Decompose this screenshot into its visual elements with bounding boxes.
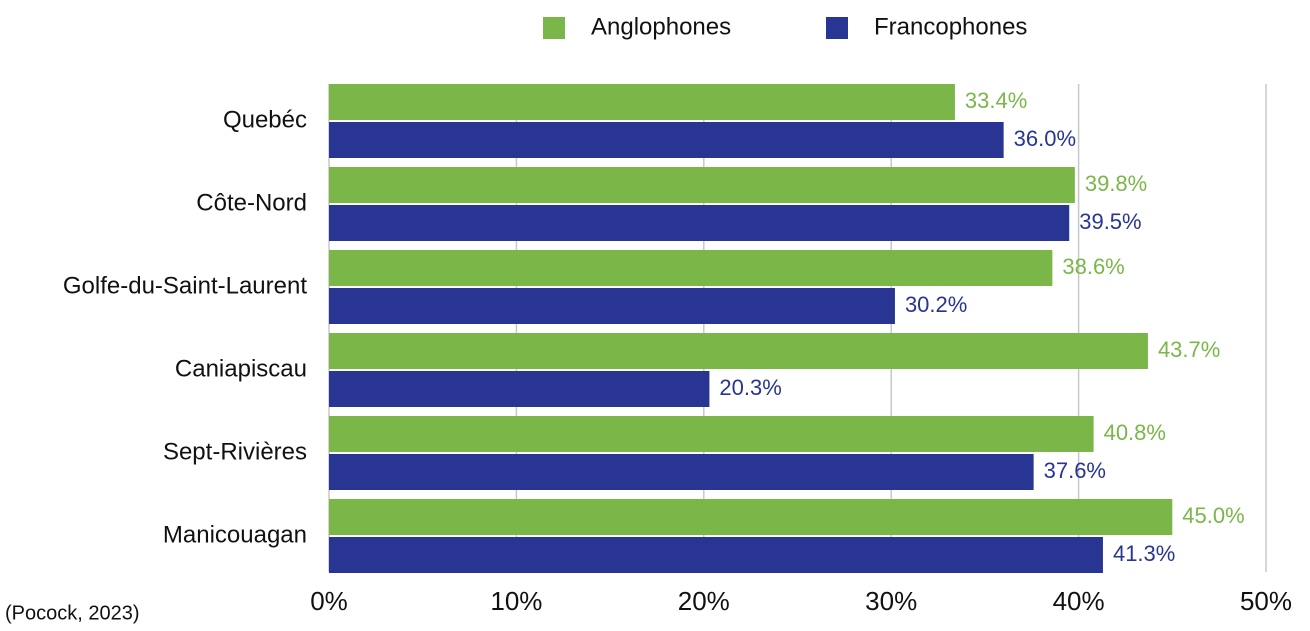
bar xyxy=(329,205,1070,241)
category-label: Manicouagan xyxy=(163,521,307,548)
x-tick-label: 30% xyxy=(865,586,917,616)
bar xyxy=(329,333,1148,369)
legend-label: Anglophones xyxy=(591,13,731,40)
value-label: 43.7% xyxy=(1158,337,1220,362)
x-tick-label: 50% xyxy=(1240,586,1292,616)
value-label: 39.5% xyxy=(1079,209,1141,234)
category-label: Caniapiscau xyxy=(175,355,307,382)
bar xyxy=(329,250,1053,286)
category-label: Quebéc xyxy=(223,106,307,133)
x-tick-label: 40% xyxy=(1053,586,1105,616)
legend-swatch xyxy=(826,17,848,39)
value-label: 39.8% xyxy=(1085,171,1147,196)
bar xyxy=(329,537,1103,573)
bar xyxy=(329,371,710,407)
x-tick-label: 20% xyxy=(678,586,730,616)
legend-swatch xyxy=(543,17,565,39)
bar xyxy=(329,499,1173,535)
bar xyxy=(329,167,1075,203)
value-label: 41.3% xyxy=(1113,541,1175,566)
value-label: 33.4% xyxy=(965,88,1027,113)
bar xyxy=(329,288,895,324)
category-label: Sept-Rivières xyxy=(163,438,307,465)
value-label: 30.2% xyxy=(905,292,967,317)
value-label: 45.0% xyxy=(1182,503,1244,528)
value-label: 40.8% xyxy=(1104,420,1166,445)
bar xyxy=(329,416,1094,452)
bar xyxy=(329,84,955,120)
category-label: Côte-Nord xyxy=(196,189,307,216)
value-label: 20.3% xyxy=(719,375,781,400)
bar xyxy=(329,122,1004,158)
bar xyxy=(329,454,1034,490)
value-label: 36.0% xyxy=(1014,126,1076,151)
value-label: 38.6% xyxy=(1062,254,1124,279)
source-note: (Pocock, 2023) xyxy=(5,602,140,624)
x-tick-label: 10% xyxy=(490,586,542,616)
value-label: 37.6% xyxy=(1044,458,1106,483)
category-label: Golfe-du-Saint-Laurent xyxy=(63,272,307,299)
x-tick-label: 0% xyxy=(310,586,348,616)
legend-label: Francophones xyxy=(874,13,1027,40)
